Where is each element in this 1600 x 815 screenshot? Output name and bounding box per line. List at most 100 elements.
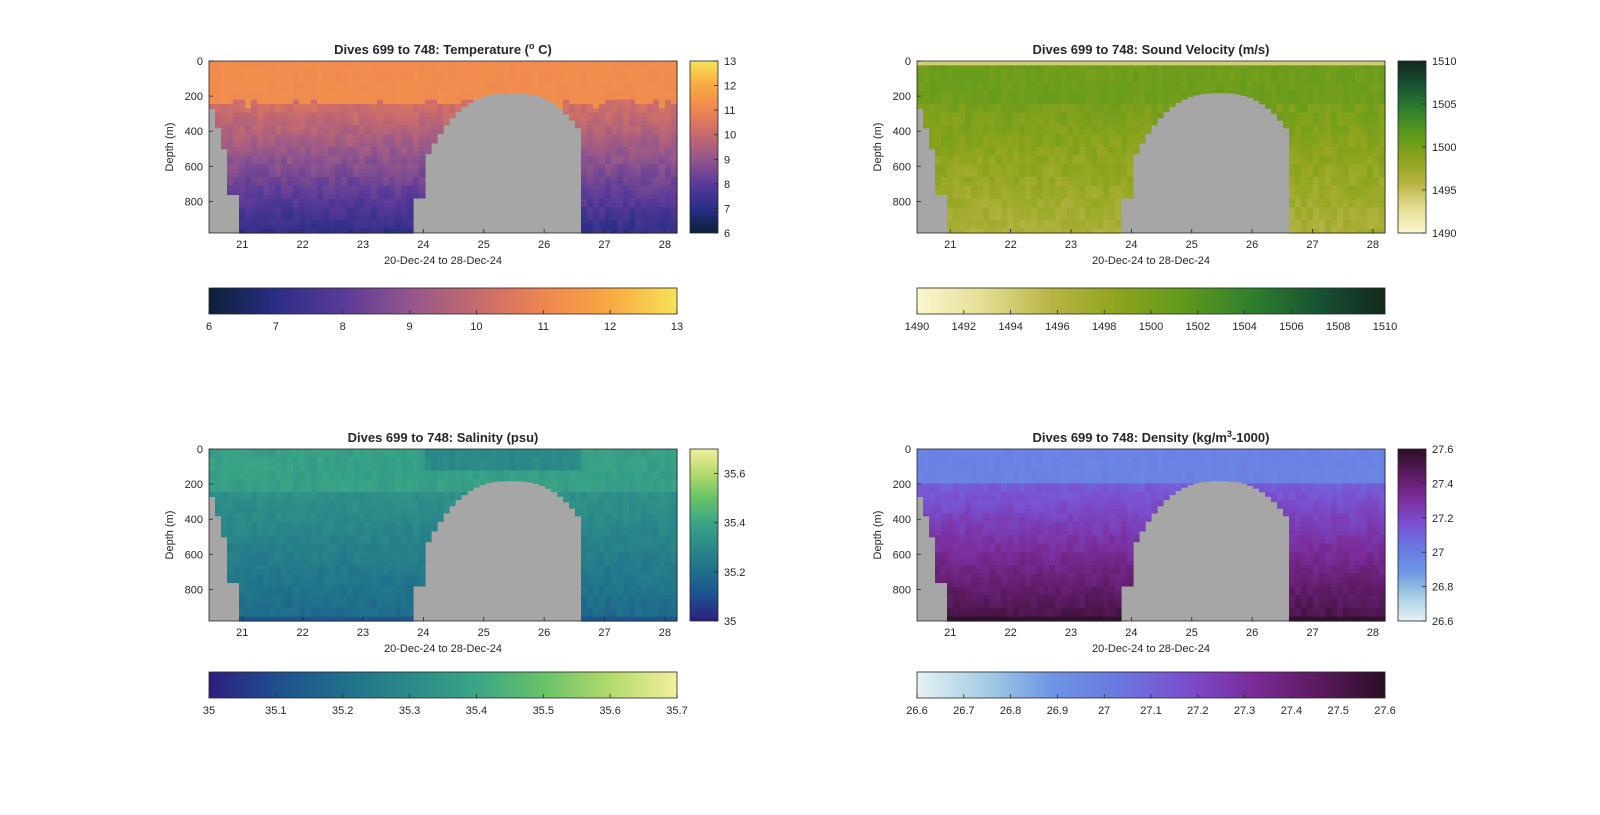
- heatmap-cell: [953, 207, 960, 213]
- heatmap-cell: [1361, 198, 1368, 204]
- heatmap-cell: [1313, 78, 1320, 84]
- heatmap-cell: [1043, 215, 1050, 221]
- heatmap-cell: [329, 116, 336, 122]
- heatmap-cell: [1025, 86, 1032, 92]
- heatmap-cell: [671, 168, 678, 174]
- heatmap-cell: [1343, 125, 1350, 131]
- heatmap-cell: [1115, 73, 1122, 79]
- heatmap-cell: [977, 220, 984, 225]
- heatmap-cell: [257, 466, 264, 472]
- heatmap-cell: [257, 147, 264, 152]
- heatmap-cell: [1067, 177, 1074, 182]
- heatmap-cell: [665, 181, 672, 187]
- heatmap-cell: [1343, 121, 1350, 127]
- heatmap-cell: [1061, 168, 1068, 174]
- heatmap-cell: [983, 142, 990, 148]
- heatmap-cell: [401, 108, 408, 114]
- heatmap-cell: [257, 539, 264, 545]
- heatmap-cell: [389, 95, 396, 101]
- heatmap-cell: [395, 65, 402, 71]
- heatmap-cell: [1067, 116, 1074, 122]
- heatmap-cell: [227, 461, 234, 467]
- heatmap-cell: [287, 211, 294, 217]
- heatmap-cell: [1289, 129, 1296, 135]
- heatmap-cell: [1289, 155, 1296, 161]
- heatmap-cell: [1307, 177, 1314, 182]
- heatmap-cell: [1199, 61, 1206, 66]
- heatmap-cell: [623, 82, 630, 88]
- heatmap-cell: [1301, 82, 1308, 88]
- heatmap-cell: [659, 91, 666, 96]
- heatmap-cell: [1139, 116, 1146, 122]
- heatmap-cell: [1295, 224, 1302, 230]
- heatmap-cell: [659, 151, 666, 157]
- heatmap-cell: [221, 121, 228, 127]
- x-tick-label: 21: [236, 239, 248, 251]
- heatmap-cell: [671, 95, 678, 101]
- heatmap-cell: [947, 190, 954, 195]
- heatmap-cell: [233, 496, 240, 502]
- heatmap-cell: [461, 78, 468, 84]
- heatmap-cell: [341, 228, 348, 234]
- heatmap-cell: [1025, 65, 1032, 71]
- heatmap-cell: [563, 112, 570, 115]
- heatmap-cell: [587, 172, 594, 178]
- heatmap-cell: [221, 104, 228, 109]
- heatmap-cell: [1133, 129, 1140, 135]
- heatmap-cell: [995, 155, 1002, 161]
- heatmap-cell: [635, 181, 642, 187]
- heatmap-cell: [659, 155, 666, 161]
- heatmap-cell: [233, 155, 240, 161]
- heatmap-cell: [971, 224, 978, 230]
- heatmap-cell: [1367, 194, 1374, 200]
- heatmap-cell: [1343, 202, 1350, 208]
- heatmap-cell: [977, 82, 984, 88]
- heatmap-cell: [965, 151, 972, 157]
- heatmap-cell: [599, 224, 606, 230]
- heatmap-cell: [1187, 82, 1194, 88]
- heatmap-cell: [1025, 69, 1032, 75]
- heatmap-cell: [275, 164, 282, 170]
- heatmap-cell: [209, 449, 216, 454]
- heatmap-cell: [989, 91, 996, 96]
- heatmap-cell: [1343, 99, 1350, 105]
- heatmap-cell: [1019, 207, 1026, 213]
- heatmap-cell: [239, 211, 246, 217]
- heatmap-cell: [989, 65, 996, 71]
- heatmap-cell: [257, 513, 264, 519]
- heatmap-cell: [275, 228, 282, 234]
- heatmap-cell: [413, 168, 420, 174]
- heatmap-cell: [1193, 69, 1200, 75]
- heatmap-cell: [215, 78, 222, 84]
- heatmap-cell: [305, 172, 312, 178]
- heatmap-cell: [221, 470, 228, 476]
- heatmap-cell: [1061, 116, 1068, 122]
- heatmap-cell: [605, 215, 612, 221]
- heatmap-cell: [305, 177, 312, 182]
- heatmap-cell: [533, 91, 540, 96]
- heatmap-cell: [1313, 104, 1320, 109]
- heatmap-cell: [1331, 224, 1338, 230]
- heatmap-cell: [1151, 121, 1158, 126]
- heatmap-cell: [1037, 78, 1044, 84]
- heatmap-cell: [1091, 112, 1098, 118]
- heatmap-cell: [269, 177, 276, 182]
- heatmap-cell: [1367, 207, 1374, 213]
- heatmap-cell: [215, 474, 222, 480]
- heatmap-cell: [977, 95, 984, 101]
- heatmap-cell: [1373, 190, 1380, 195]
- heatmap-cell: [1163, 99, 1170, 105]
- heatmap-cell: [923, 121, 930, 127]
- heatmap-cell: [1223, 78, 1230, 84]
- heatmap-cell: [359, 224, 366, 230]
- heatmap-cell: [1037, 172, 1044, 178]
- heatmap-cell: [1103, 121, 1110, 127]
- heatmap-cell: [1007, 224, 1014, 230]
- heatmap-cell: [1289, 164, 1296, 170]
- heatmap-cell: [1097, 181, 1104, 187]
- heatmap-cell: [263, 185, 270, 191]
- heatmap-cell: [1349, 69, 1356, 75]
- heatmap-cell: [1001, 116, 1008, 122]
- heatmap-cell: [1325, 202, 1332, 208]
- heatmap-cell: [959, 207, 966, 213]
